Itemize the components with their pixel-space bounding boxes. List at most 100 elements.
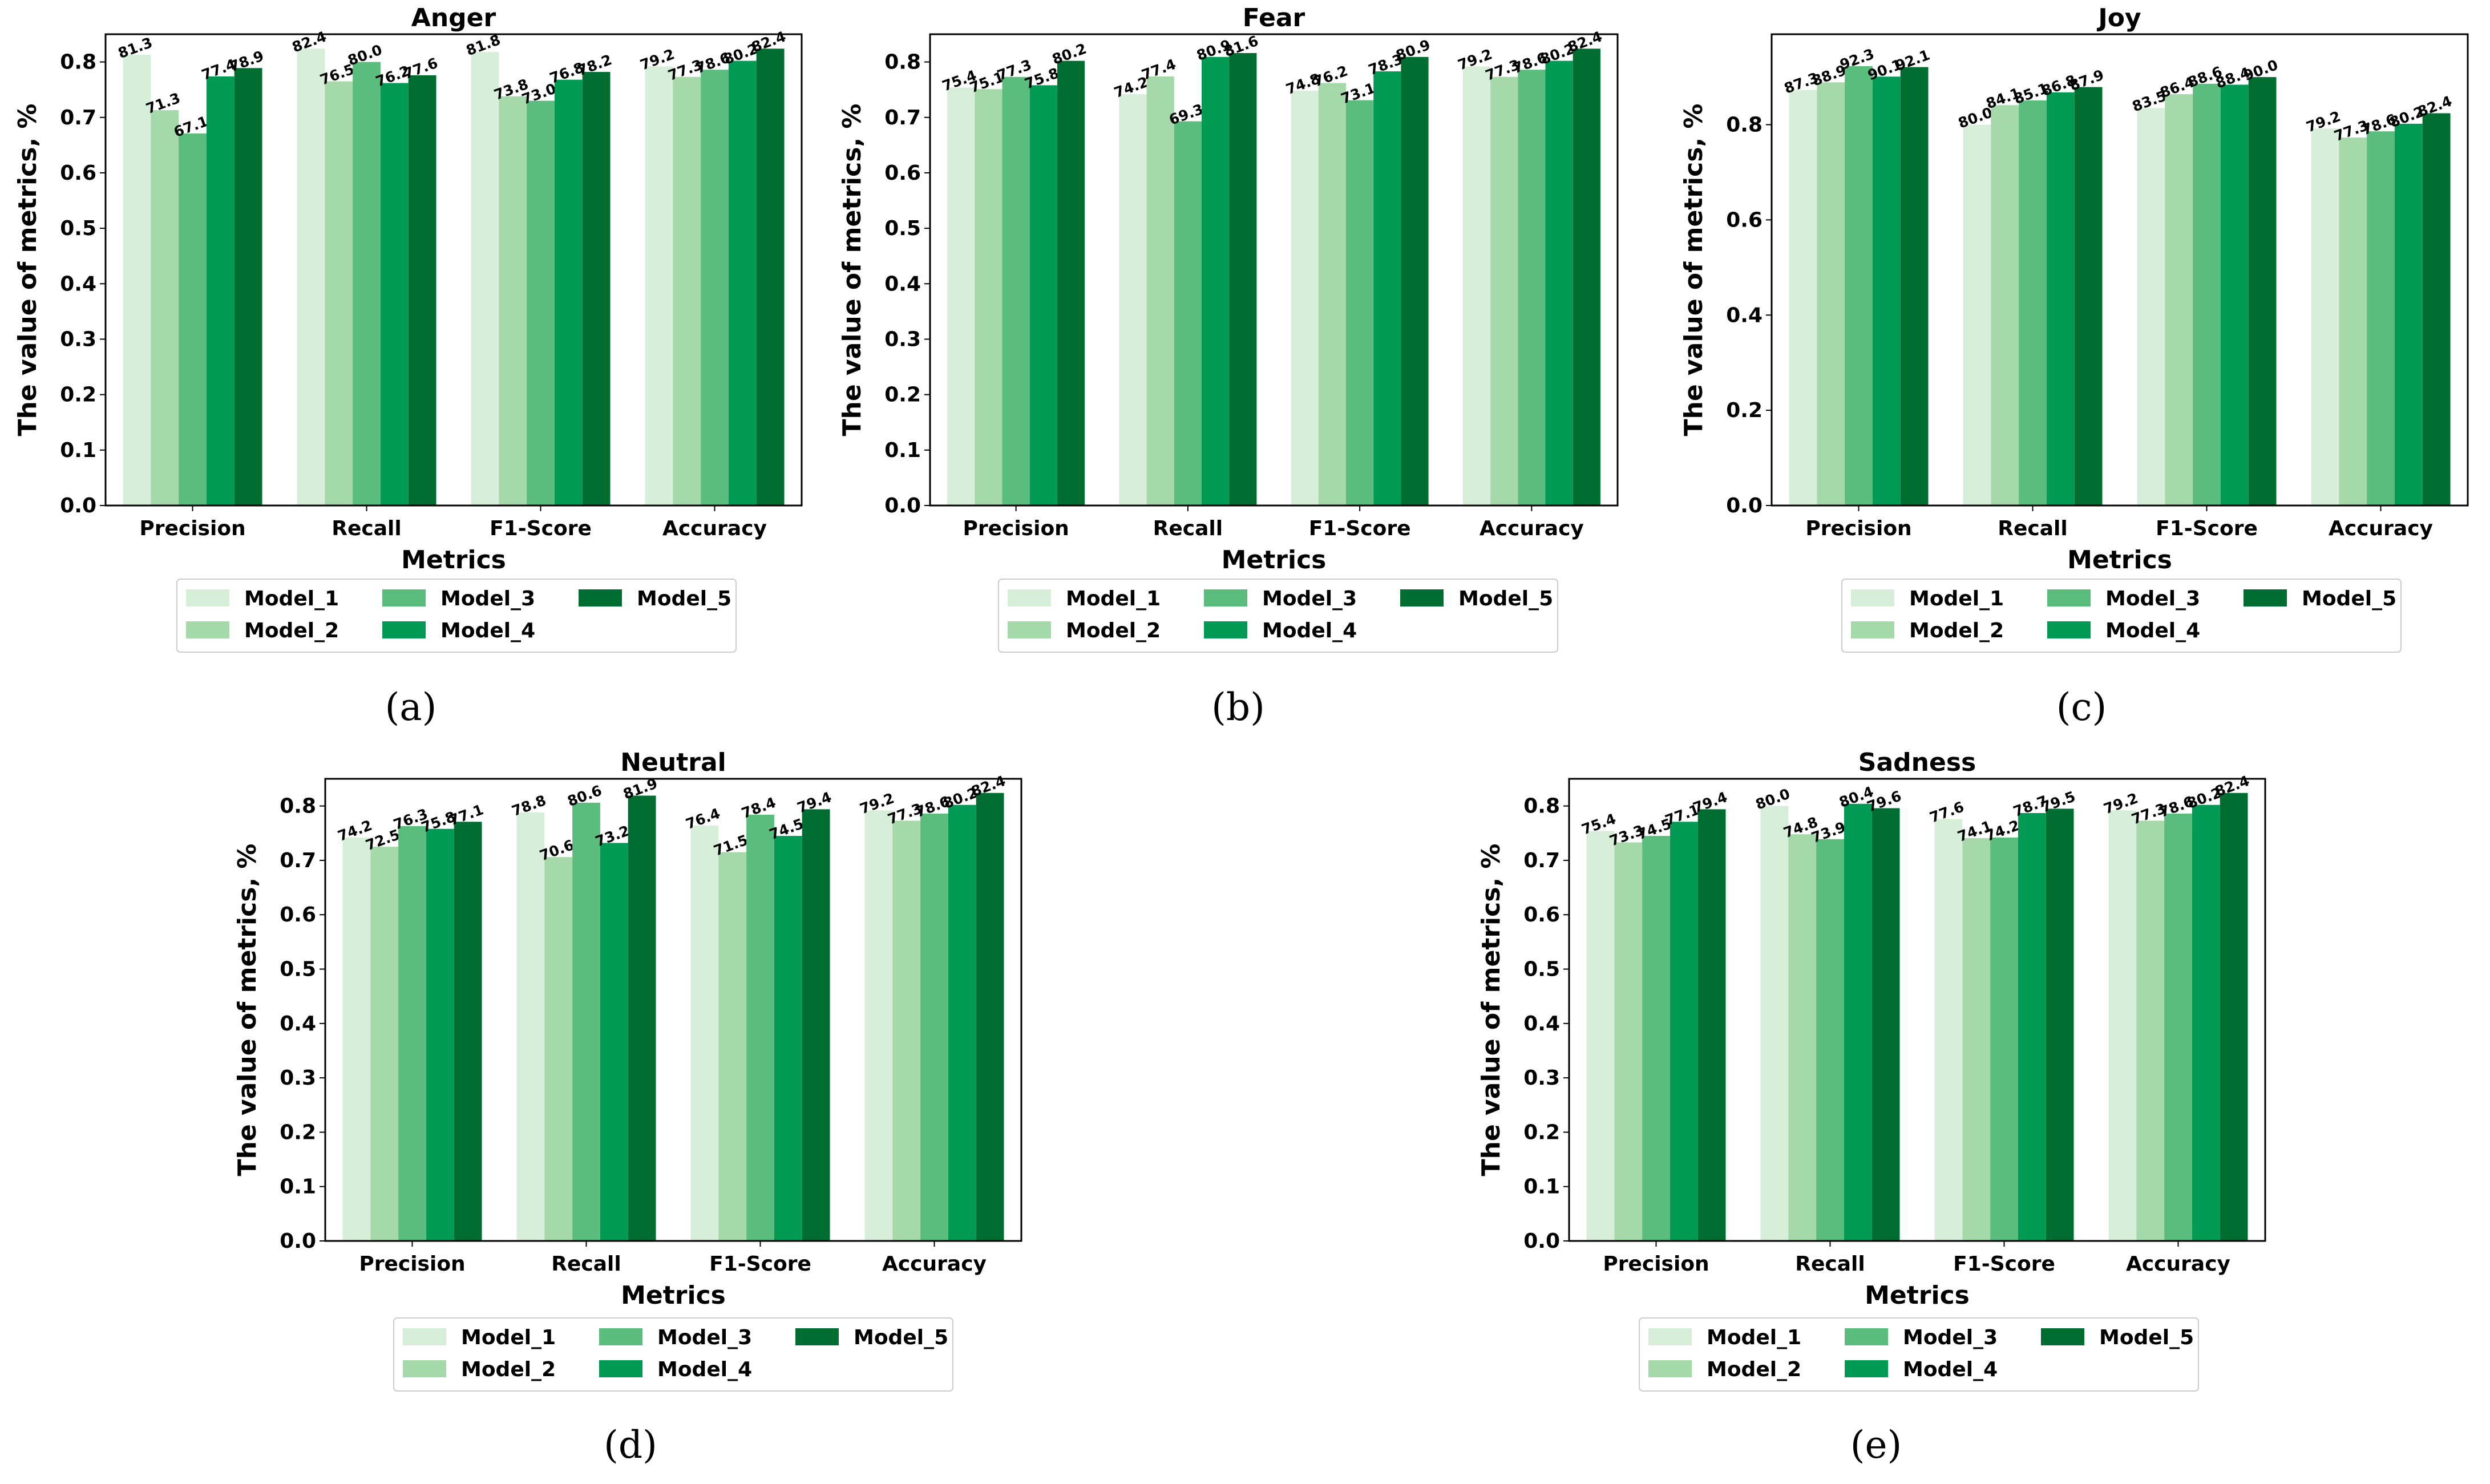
x-tick-label: Recall (1998, 517, 2067, 540)
y-tick-label: 0.6 (280, 903, 316, 927)
bar-model_5-precision (1057, 60, 1085, 506)
bar-model_2-precision (370, 847, 399, 1241)
legend-swatch-model_5 (2244, 589, 2287, 606)
y-tick-label: 0.7 (60, 106, 96, 130)
bar-model_2-precision (975, 89, 1003, 506)
y-axis-label: The value of metrics, % (1679, 103, 1708, 436)
bar-model_3-recall (353, 62, 381, 506)
legend-swatch-model_3 (599, 1328, 642, 1345)
y-tick-label: 0.1 (1523, 1175, 1560, 1199)
legend-swatch-model_3 (1204, 589, 1247, 606)
y-axis-label: The value of metrics, % (13, 103, 42, 436)
bar-model_4-f1-score (2220, 84, 2249, 506)
panel-caption: (a) (385, 685, 437, 729)
chart-panel-neutral: 74.278.8 76.479.272.5 70.6 71.577.376.380.6… (233, 748, 1022, 1467)
legend-swatch-model_1 (186, 589, 229, 606)
bar-model_1-precision (1586, 831, 1615, 1241)
legend-swatch-model_2 (1851, 621, 1894, 638)
x-tick-label: Precision (139, 517, 245, 540)
bar-model_5-recall (1229, 53, 1257, 506)
bar-model_3-precision (1002, 76, 1030, 506)
x-tick-label: F1-Score (1953, 1252, 2055, 1276)
bar-model_1-f1-score (471, 52, 499, 506)
bar-model_2-recall (325, 81, 353, 506)
bar-model_1-recall (1119, 94, 1147, 506)
legend-swatch-model_2 (1648, 1360, 1692, 1377)
y-tick-label: 0.4 (60, 272, 96, 296)
x-tick-label: Precision (359, 1252, 465, 1276)
bar-model_2-recall (1788, 834, 1817, 1241)
legend: Model_1 Model_2 Model_3 Model_4 Model_5 (998, 579, 1558, 653)
legend-swatch-model_1 (1851, 589, 1894, 606)
y-tick-label: 0.4 (1726, 304, 1763, 327)
legend-label: Model_1 (1066, 587, 1161, 610)
bar-model_3-precision (398, 826, 426, 1241)
bar-model_1-f1-score (2137, 108, 2165, 506)
bar-model_3-recall (2019, 100, 2047, 506)
chart-title: Sadness (1858, 748, 1976, 777)
legend-label: Model_2 (1909, 619, 2004, 642)
legend-label: Model_1 (1707, 1326, 1801, 1349)
legend-swatch-model_1 (1648, 1328, 1692, 1345)
legend-label: Model_4 (440, 619, 535, 642)
y-tick-label: 0.4 (280, 1012, 316, 1036)
y-tick-label: 0.0 (1523, 1230, 1560, 1253)
bar-model_5-accuracy (756, 48, 785, 506)
bar-model_5-recall (408, 75, 436, 506)
legend-swatch-model_3 (2047, 589, 2091, 606)
legend-label: Model_3 (1903, 1326, 1998, 1349)
bar-model_3-precision (179, 133, 207, 506)
legend-label: Model_1 (244, 587, 339, 610)
legend-label: Model_4 (1262, 619, 1357, 642)
x-tick-label: Precision (1805, 517, 1911, 540)
chart-panel-joy: 87.380.083.579.288.984.1 86.477.392.385.1… (1679, 3, 2469, 729)
legend-label: Model_3 (440, 587, 535, 610)
x-tick-label: F1-Score (709, 1252, 811, 1276)
bar-model_5-f1-score (582, 72, 611, 506)
bar-model_4-accuracy (948, 804, 976, 1241)
plot-frame (1568, 778, 2266, 1242)
y-tick-label: 0.4 (884, 272, 921, 296)
bar-model_4-recall (2046, 92, 2075, 506)
legend-label: Model_3 (2105, 587, 2200, 610)
bar-model_4-f1-score (2018, 813, 2046, 1241)
bar-model_2-accuracy (1490, 76, 1518, 506)
y-tick-label: 0.8 (60, 51, 96, 74)
legend-swatch-model_4 (599, 1360, 642, 1377)
bar-model_3-precision (1642, 836, 1670, 1241)
bar-model_4-f1-score (554, 79, 583, 506)
y-tick-label: 0.6 (60, 161, 96, 185)
bar-model_1-accuracy (645, 66, 673, 506)
bar-model_2-f1-score (1962, 838, 1991, 1241)
x-tick-label: Recall (1153, 517, 1223, 540)
legend-label: Model_2 (461, 1358, 556, 1381)
y-tick-label: 0.0 (280, 1230, 316, 1253)
y-tick-label: 0.0 (60, 494, 96, 517)
x-tick-label: Accuracy (2126, 1252, 2230, 1276)
bar-model_2-precision (1817, 82, 1845, 506)
bar-model_1-precision (123, 55, 151, 506)
y-tick-label: 0.6 (884, 161, 921, 185)
bar-model_3-f1-score (527, 100, 555, 506)
bar-model_4-accuracy (1545, 60, 1573, 506)
legend-swatch-model_5 (795, 1328, 839, 1345)
legend-label: Model_1 (461, 1326, 556, 1349)
bar-model_3-f1-score (1346, 100, 1374, 506)
bar-model_1-precision (342, 837, 371, 1241)
x-tick-label: Precision (963, 517, 1069, 540)
bar-model_2-accuracy (892, 820, 921, 1241)
bar-model_5-precision (1900, 67, 1929, 506)
bar-model_5-accuracy (1573, 48, 1600, 506)
legend-label: Model_5 (854, 1326, 948, 1349)
bar-model_3-recall (1174, 121, 1202, 506)
plot-frame (1771, 33, 2469, 507)
y-tick-label: 0.2 (884, 383, 921, 407)
bar-model_2-accuracy (2136, 820, 2165, 1241)
legend-swatch-model_3 (1845, 1328, 1888, 1345)
y-tick-label: 0.7 (1523, 849, 1560, 872)
bar-model_1-precision (1789, 90, 1817, 506)
chart-panel-sadness: 75.480.0 77.6 79.273.3 74.8 74.177.374.5 73.9… (1477, 748, 2266, 1467)
bar-model_2-accuracy (2339, 138, 2367, 506)
bar-model_5-precision (454, 822, 482, 1241)
y-tick-label: 0.2 (1523, 1121, 1560, 1144)
